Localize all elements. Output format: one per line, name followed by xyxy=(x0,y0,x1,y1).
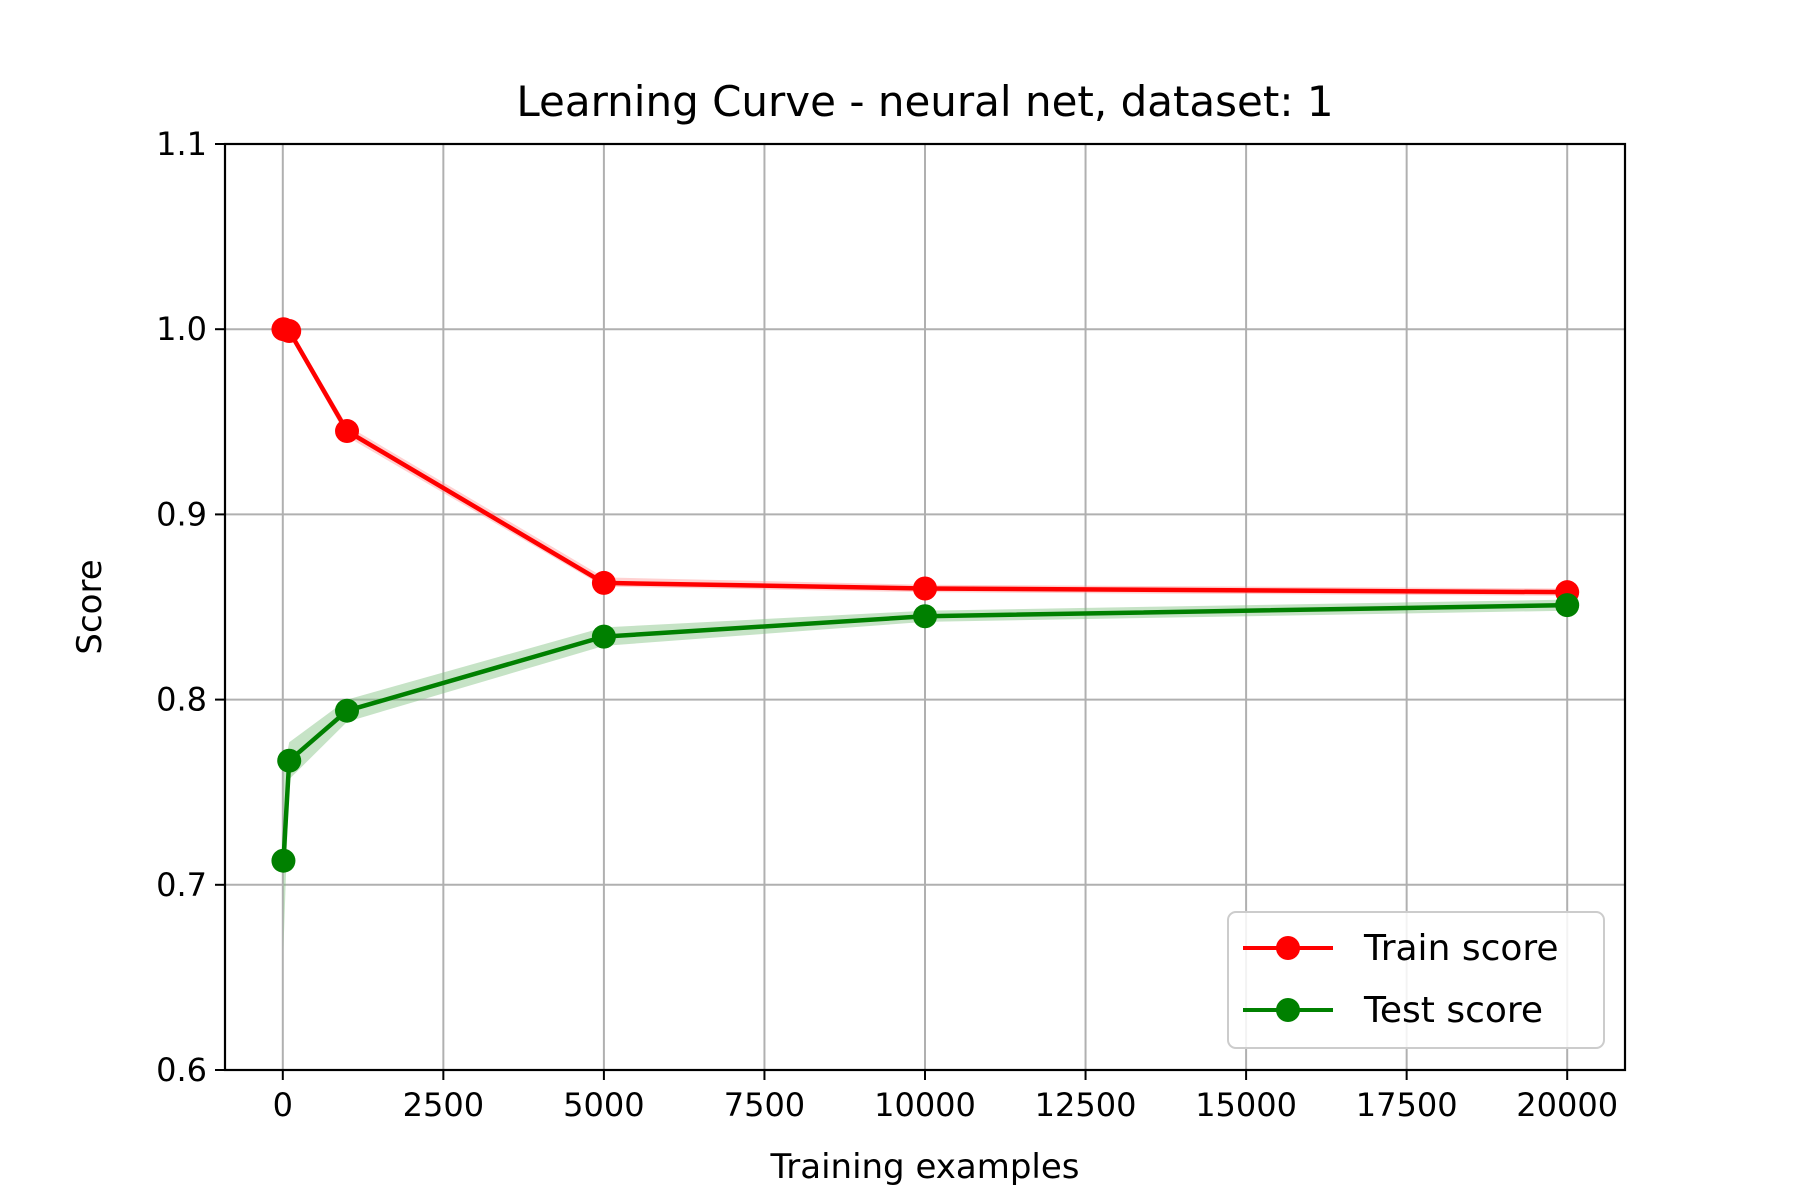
x-tick-label: 10000 xyxy=(874,1086,976,1124)
y-axis-label: Score xyxy=(70,559,110,654)
x-tick-label: 20000 xyxy=(1516,1086,1618,1124)
y-tick-label: 0.6 xyxy=(156,1051,207,1089)
train-score-point xyxy=(913,576,937,601)
legend-train-marker xyxy=(1276,936,1300,960)
test-score-line xyxy=(281,602,1570,863)
x-axis-label: Training examples xyxy=(769,1147,1079,1187)
test-score-point xyxy=(277,748,302,773)
train-score-point xyxy=(277,319,302,344)
train-score-point xyxy=(591,570,616,595)
test-score-point xyxy=(591,624,616,649)
legend: Train score Test score xyxy=(1227,911,1605,1049)
legend-test-marker xyxy=(1276,998,1300,1022)
y-tick-label: 1.1 xyxy=(156,125,207,163)
test-score-point xyxy=(1555,593,1580,618)
test-score-point xyxy=(335,698,360,723)
y-tick-label: 1.0 xyxy=(156,310,207,348)
x-tick-label: 15000 xyxy=(1195,1086,1297,1124)
chart-title: Learning Curve - neural net, dataset: 1 xyxy=(516,77,1333,126)
test-score-point xyxy=(271,848,296,873)
x-tick-label: 0 xyxy=(273,1086,293,1124)
series-markers xyxy=(271,317,1580,873)
x-tick-label: 7500 xyxy=(724,1086,805,1124)
train-score-point xyxy=(335,419,360,444)
legend-test-label: Test score xyxy=(1363,990,1543,1031)
x-axis-ticks: 0 2500 5000 7500 10000 12500 15000 17500 20000 xyxy=(273,1070,1618,1124)
x-tick-label: 2500 xyxy=(403,1086,484,1124)
y-tick-label: 0.7 xyxy=(156,866,207,904)
legend-train-label: Train score xyxy=(1363,928,1559,969)
y-tick-label: 0.9 xyxy=(156,495,207,533)
test-score-point xyxy=(913,604,937,629)
x-tick-label: 5000 xyxy=(563,1086,644,1124)
y-tick-label: 0.8 xyxy=(156,681,207,719)
x-tick-label: 12500 xyxy=(1035,1086,1137,1124)
x-tick-label: 17500 xyxy=(1356,1086,1458,1124)
y-axis-ticks: 0.6 0.7 0.8 0.9 1.0 1.1 xyxy=(156,125,225,1089)
